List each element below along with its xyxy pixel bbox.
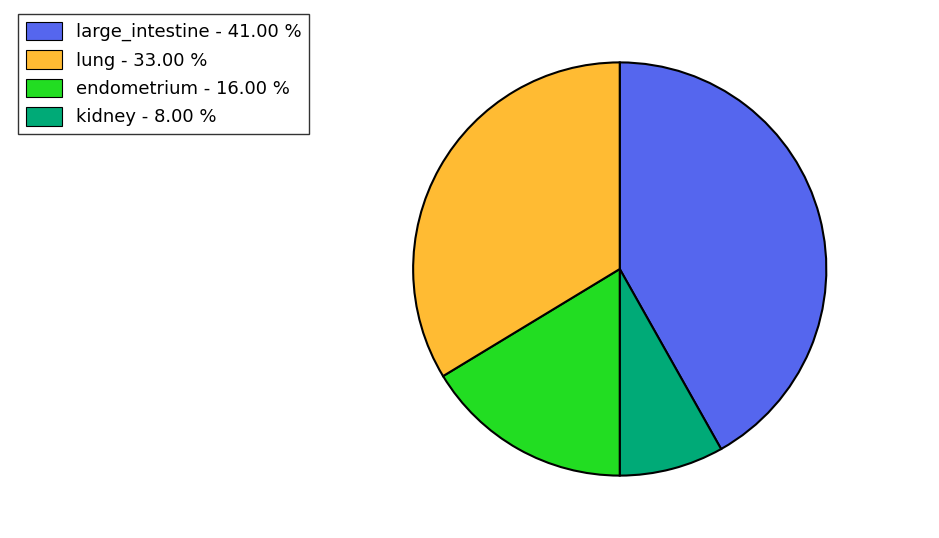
Legend: large_intestine - 41.00 %, lung - 33.00 %, endometrium - 16.00 %, kidney - 8.00 : large_intestine - 41.00 %, lung - 33.00 …: [19, 15, 309, 133]
Wedge shape: [413, 62, 620, 376]
Wedge shape: [620, 269, 721, 476]
Wedge shape: [620, 62, 826, 449]
Wedge shape: [443, 269, 620, 476]
